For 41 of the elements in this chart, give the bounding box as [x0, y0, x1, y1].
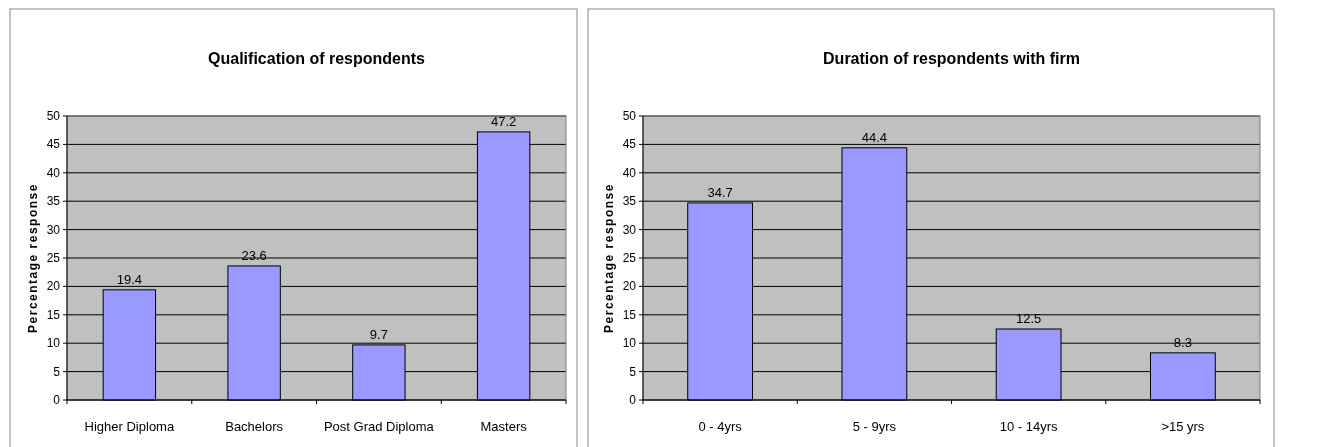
y-tick-label: 45	[46, 137, 61, 152]
x-tick-label: Bachelors	[225, 419, 284, 434]
x-tick-label: Post Grad Diploma	[323, 419, 435, 434]
y-tick-label: 15	[46, 307, 61, 322]
chart-title: Duration of respondents with firm	[823, 50, 1080, 67]
data-label: 12.5	[1015, 311, 1042, 326]
y-tick-label: 0	[629, 393, 637, 407]
data-label: 47.2	[490, 113, 517, 129]
y-tick-label: 25	[622, 251, 637, 265]
y-tick-label: 40	[46, 165, 61, 180]
y-tick-label: 35	[46, 194, 61, 209]
y-tick-label: 10	[46, 336, 61, 351]
x-tick-label: >15 yrs	[1161, 419, 1205, 434]
data-label: 19.4	[116, 271, 143, 287]
data-label: 44.4	[861, 129, 888, 145]
data-label: 34.7	[707, 184, 733, 200]
y-tick-label: 35	[622, 194, 637, 209]
y-tick-label: 30	[622, 222, 637, 237]
y-tick-label: 25	[46, 251, 61, 265]
y-tick-label: 10	[622, 336, 637, 351]
x-tick-label: Higher Diploma	[84, 419, 175, 434]
data-label: 23.6	[241, 247, 267, 263]
y-tick-label: 20	[46, 279, 61, 294]
x-tick-label: Masters	[480, 419, 528, 434]
y-tick-label: 20	[622, 279, 637, 294]
y-tick-label: 40	[622, 165, 637, 180]
y-tick-label: 50	[46, 109, 61, 123]
y-tick-label: 15	[622, 307, 637, 322]
x-tick-label: 10 - 14yrs	[999, 419, 1059, 434]
y-tick-label: 50	[622, 109, 637, 123]
data-label: 9.7	[369, 326, 388, 342]
x-tick-label: 0 - 4yrs	[698, 419, 743, 434]
y-tick-label: 5	[53, 364, 61, 379]
y-tick-label: 5	[629, 364, 637, 379]
y-axis-title: Percentage response	[26, 183, 40, 333]
y-tick-label: 45	[622, 137, 637, 152]
chart-title: Qualification of respondents	[208, 50, 426, 67]
y-tick-label: 30	[46, 222, 61, 237]
x-tick-label: 5 - 9yrs	[852, 419, 897, 434]
y-tick-label: 0	[53, 393, 61, 407]
y-axis-title: Percentage response	[602, 183, 616, 333]
